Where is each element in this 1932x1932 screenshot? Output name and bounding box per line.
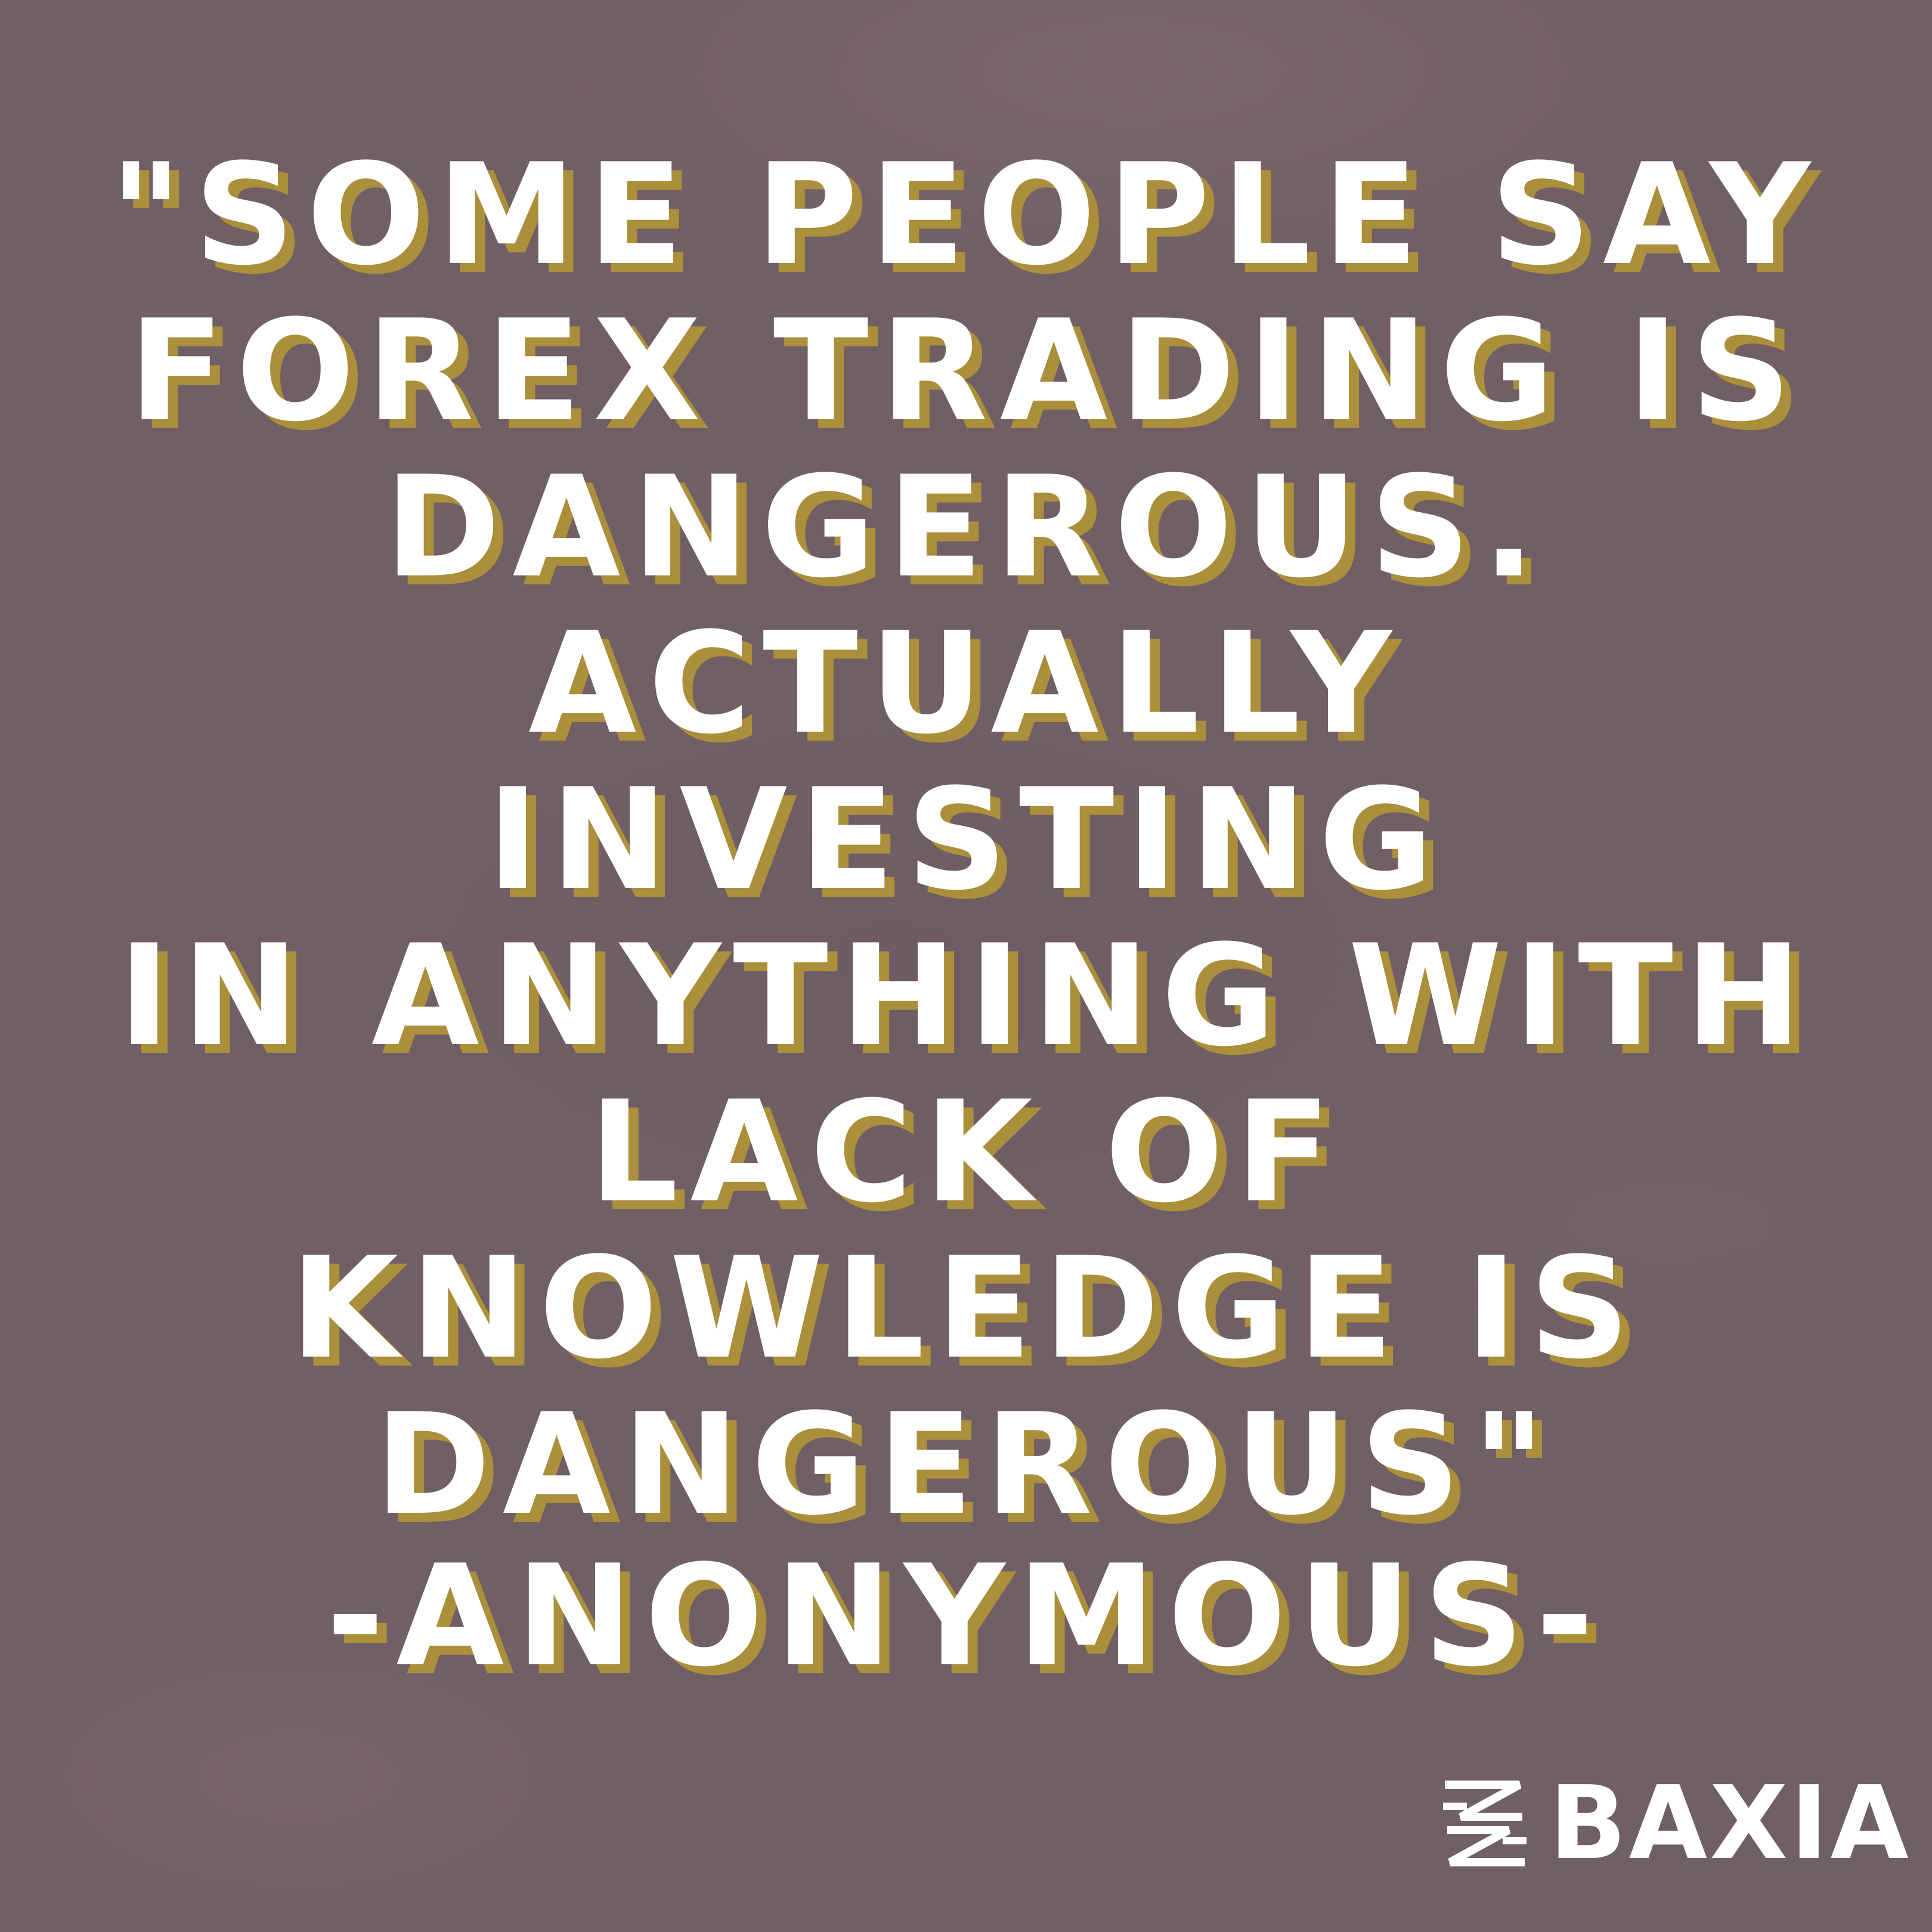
brand-name: BAXIA xyxy=(1549,1764,1912,1883)
quote-text: "SOME PEOPLE SAY FOREX TRADING IS DANGER… xyxy=(109,134,1823,1546)
quote-author: -ANONYMOUS- xyxy=(326,1535,1606,1698)
baxia-logo-icon xyxy=(1443,1781,1527,1866)
brand-logo: BAXIA xyxy=(1443,1764,1912,1883)
